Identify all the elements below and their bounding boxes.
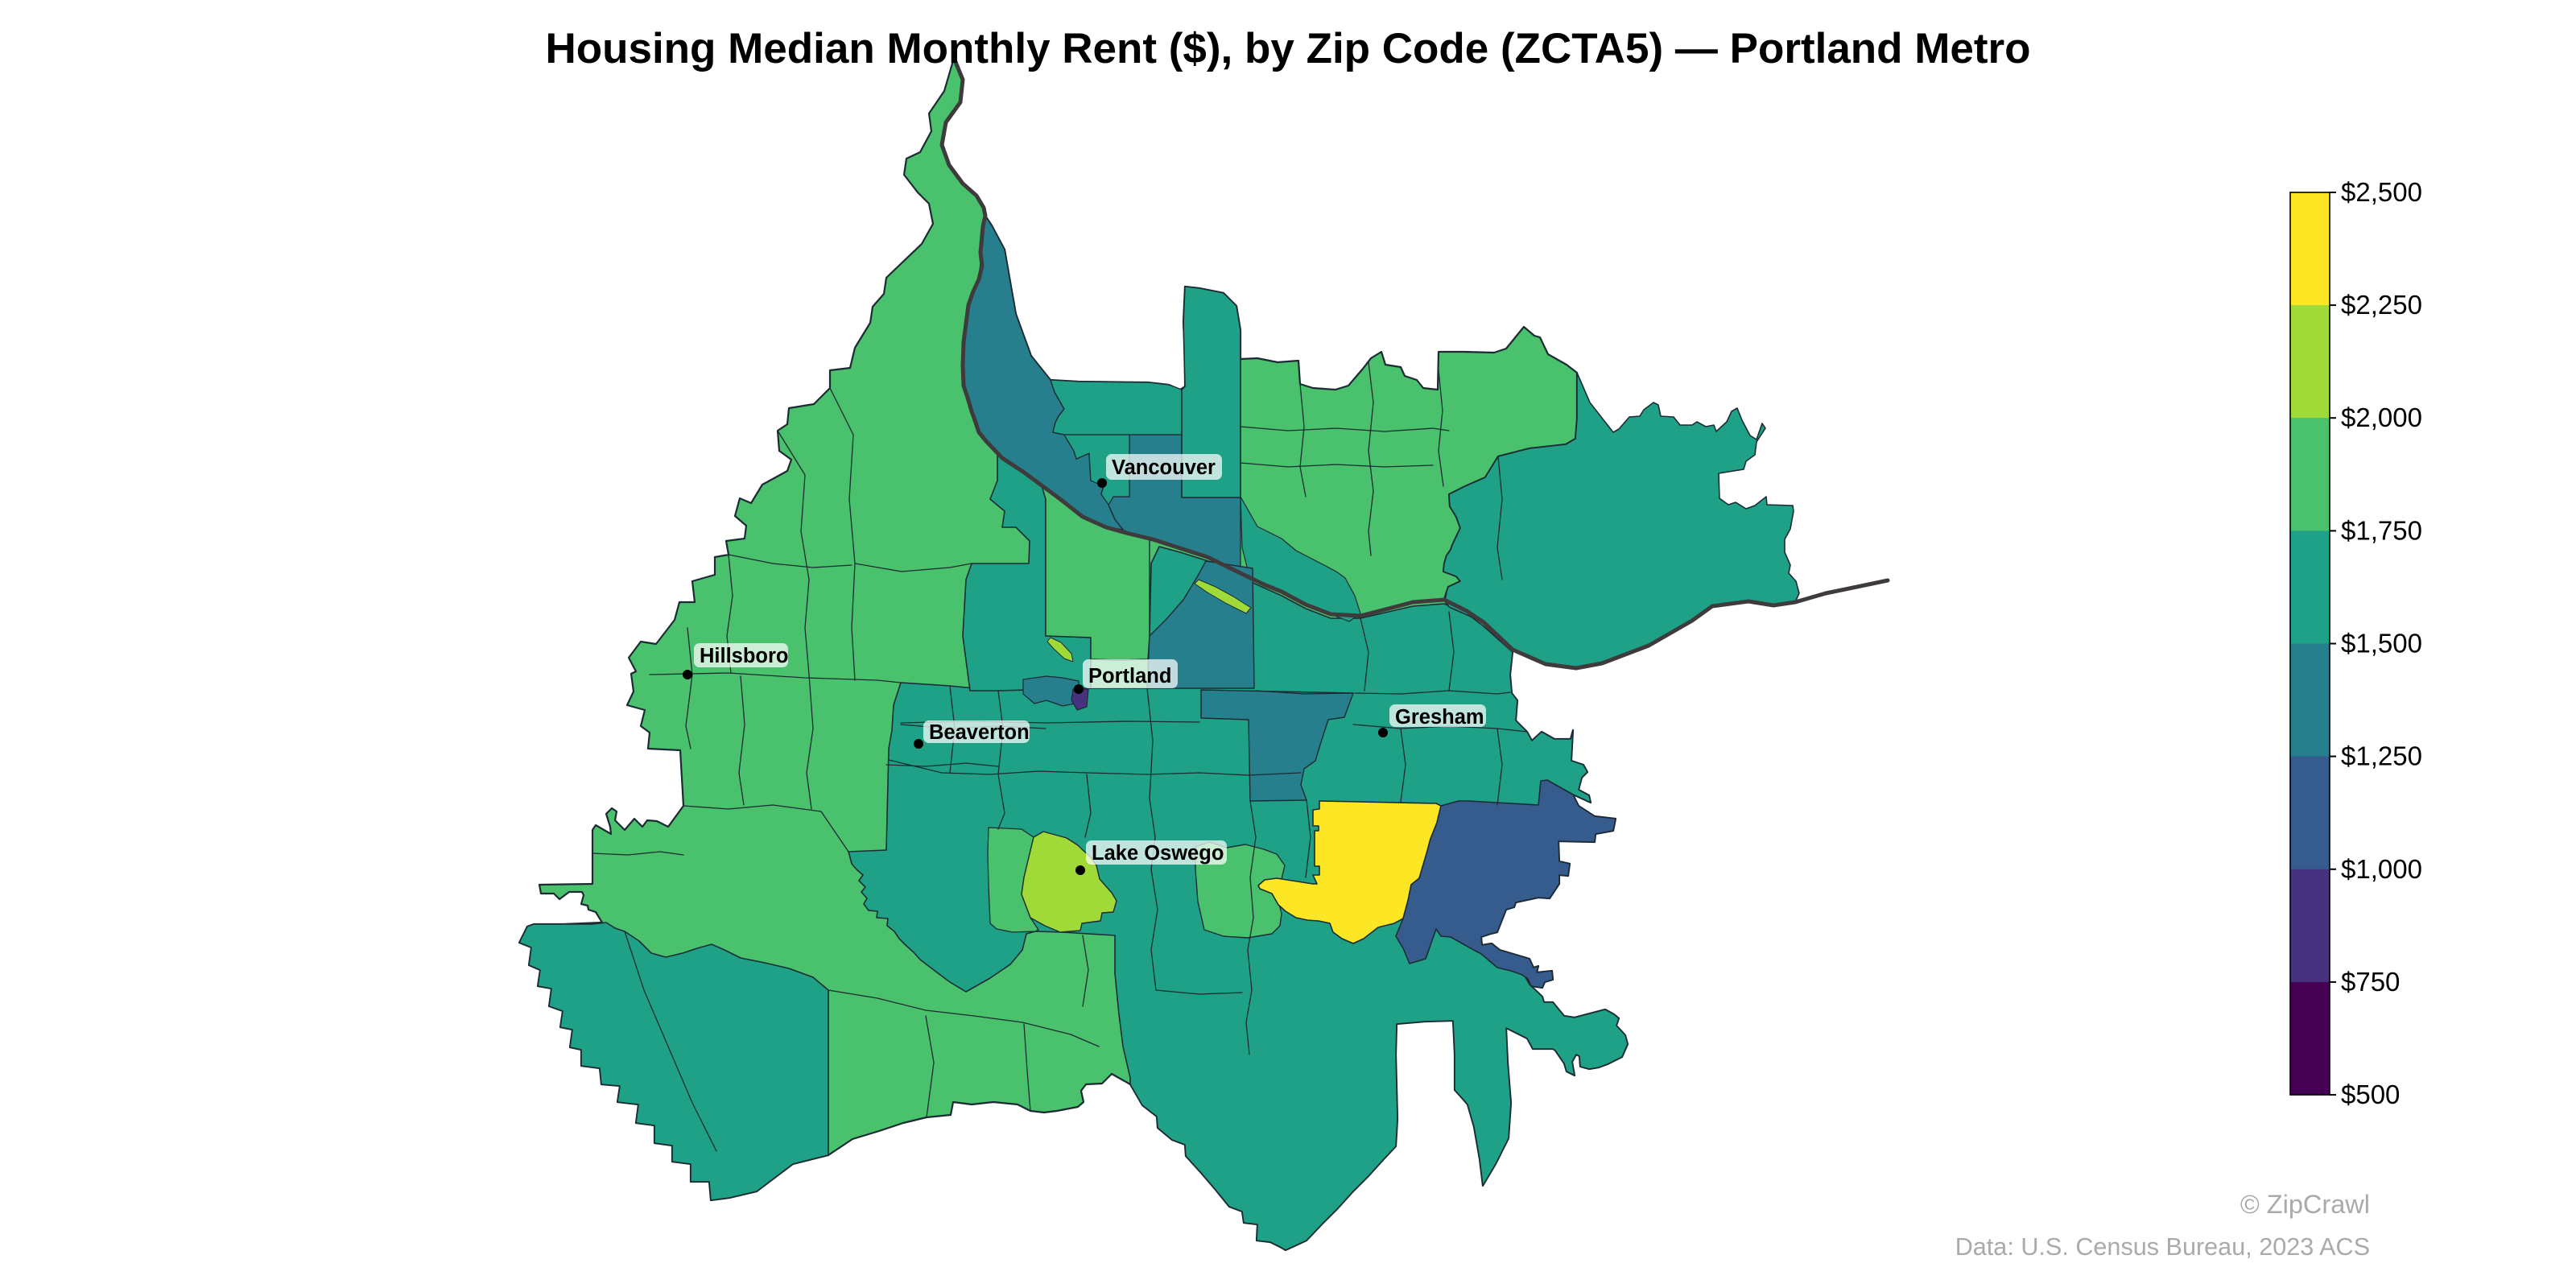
svg-text:$2,250: $2,250	[2341, 290, 2422, 320]
svg-text:$1,000: $1,000	[2341, 854, 2422, 884]
svg-text:Gresham: Gresham	[1395, 706, 1484, 729]
svg-text:$500: $500	[2341, 1080, 2400, 1109]
svg-text:Lake Oswego: Lake Oswego	[1092, 842, 1224, 865]
svg-text:Housing Median Monthly Rent ($: Housing Median Monthly Rent ($), by Zip …	[545, 25, 2030, 72]
svg-text:© ZipCrawl: © ZipCrawl	[2240, 1190, 2370, 1219]
svg-text:Portland: Portland	[1088, 665, 1171, 687]
svg-text:$1,500: $1,500	[2341, 629, 2422, 658]
svg-text:$2,500: $2,500	[2341, 177, 2422, 207]
svg-text:Vancouver: Vancouver	[1112, 456, 1216, 479]
svg-text:Data: U.S. Census Bureau, 2023: Data: U.S. Census Bureau, 2023 ACS	[1955, 1233, 2370, 1261]
svg-text:Hillsboro: Hillsboro	[700, 645, 789, 667]
svg-text:$2,000: $2,000	[2341, 402, 2422, 432]
svg-text:$1,750: $1,750	[2341, 515, 2422, 545]
svg-text:Beaverton: Beaverton	[929, 721, 1030, 744]
svg-text:$750: $750	[2341, 967, 2400, 997]
svg-text:$1,250: $1,250	[2341, 741, 2422, 771]
